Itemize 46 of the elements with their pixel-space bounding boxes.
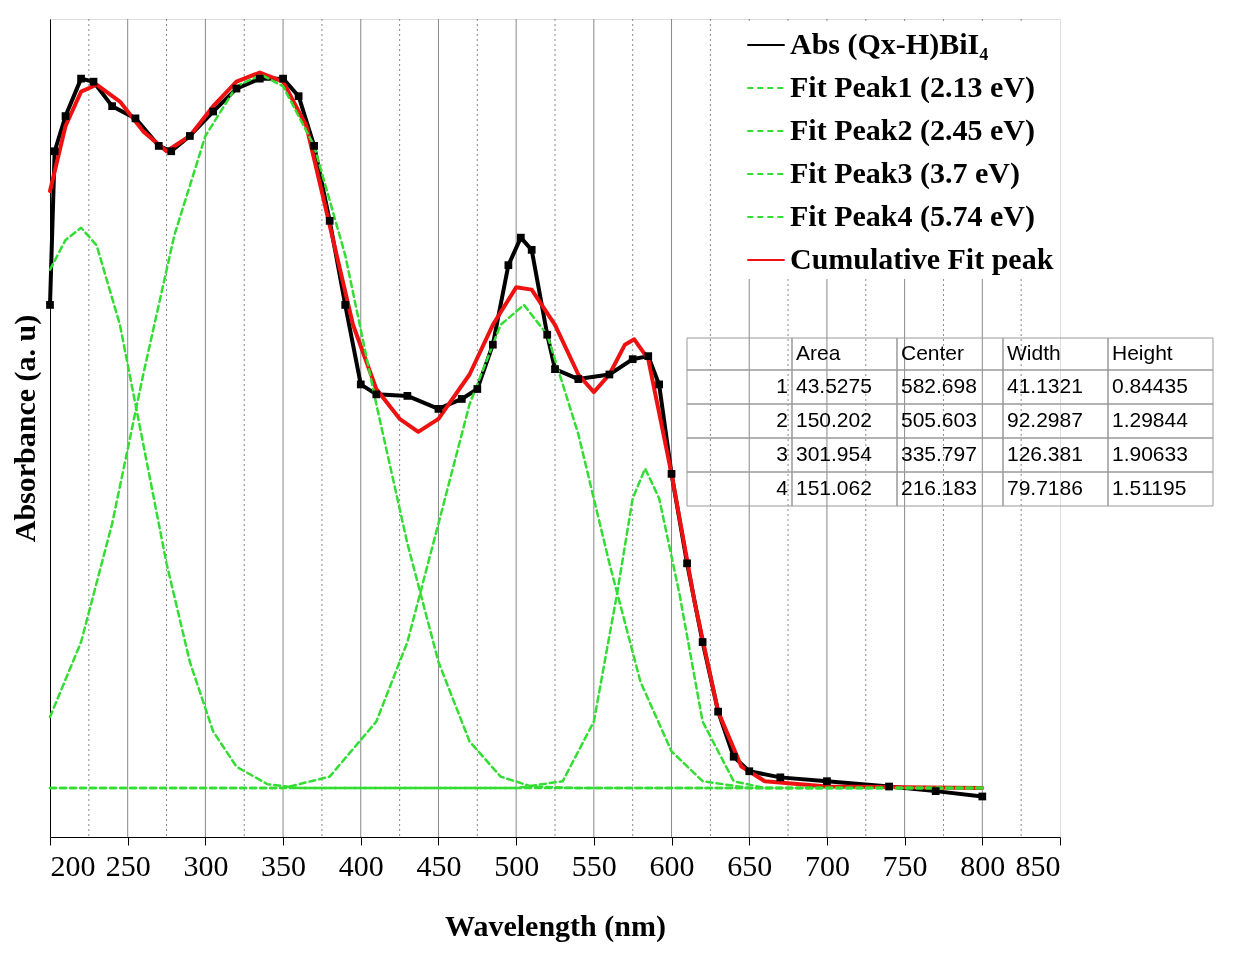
x-tick-label: 300 — [183, 848, 229, 882]
annotation: 126.381 — [1007, 442, 1083, 465]
x-tick-label: 550 — [571, 848, 617, 882]
x-tick-label: 500 — [494, 848, 540, 882]
annotation: Area — [796, 341, 841, 364]
x-axis-title: Wavelength (nm) — [445, 908, 666, 943]
annotation: 43.5275 — [796, 374, 872, 397]
x-tick-label: 250 — [105, 848, 151, 882]
annotation: 582.698 — [901, 374, 977, 397]
legend-label: Abs (Qx-H)BiI₄ — [790, 27, 989, 61]
annotation: 1 — [776, 374, 788, 397]
text: 1.90633 — [1112, 442, 1188, 465]
annotation: 301.954 — [796, 442, 873, 465]
annotation: 150.202 — [796, 408, 872, 431]
annotation: 92.2987 — [1007, 408, 1083, 431]
x-tick-label: 750 — [882, 848, 928, 882]
text: 1.51195 — [1112, 476, 1187, 499]
annotation: 151.062 — [796, 476, 872, 499]
text: Height — [1112, 341, 1173, 364]
x-tick-label: 450 — [416, 848, 462, 882]
legend-label: Fit Peak1 (2.13 eV) — [790, 70, 1035, 104]
text: 1.29844 — [1112, 408, 1189, 431]
annotation: 216.183 — [901, 476, 977, 499]
x-tick-label: 650 — [727, 848, 773, 882]
annotation: 4 — [776, 476, 789, 499]
annotation: Center — [901, 341, 965, 364]
annotation: 41.1321 — [1007, 374, 1083, 397]
y-axis-title: Absorbance (a. u) — [7, 314, 42, 543]
legend-label: Fit Peak2 (2.45 eV) — [790, 113, 1035, 147]
annotation: Width — [1007, 341, 1061, 364]
x-tick-label: 350 — [261, 848, 307, 882]
annotation: 3 — [776, 442, 788, 465]
x-tick-label: 800 — [960, 848, 1006, 882]
x-tick-label: 200 — [50, 848, 96, 882]
x-tick-label: 700 — [804, 848, 850, 882]
x-tick-label: 600 — [649, 848, 695, 882]
legend-label: Fit Peak3 (3.7 eV) — [790, 156, 1020, 190]
x-tick-label: 850 — [1015, 848, 1061, 882]
annotation: 335.797 — [901, 442, 977, 465]
annotation: 505.603 — [901, 408, 977, 431]
annotation: 2 — [776, 408, 788, 431]
legend-label: Cumulative Fit peak — [790, 242, 1054, 275]
legend-label: Fit Peak4 (5.74 eV) — [790, 199, 1035, 233]
text: 0.84435 — [1112, 374, 1188, 397]
x-tick-label: 400 — [338, 848, 384, 882]
annotation: 79.7186 — [1007, 476, 1083, 499]
